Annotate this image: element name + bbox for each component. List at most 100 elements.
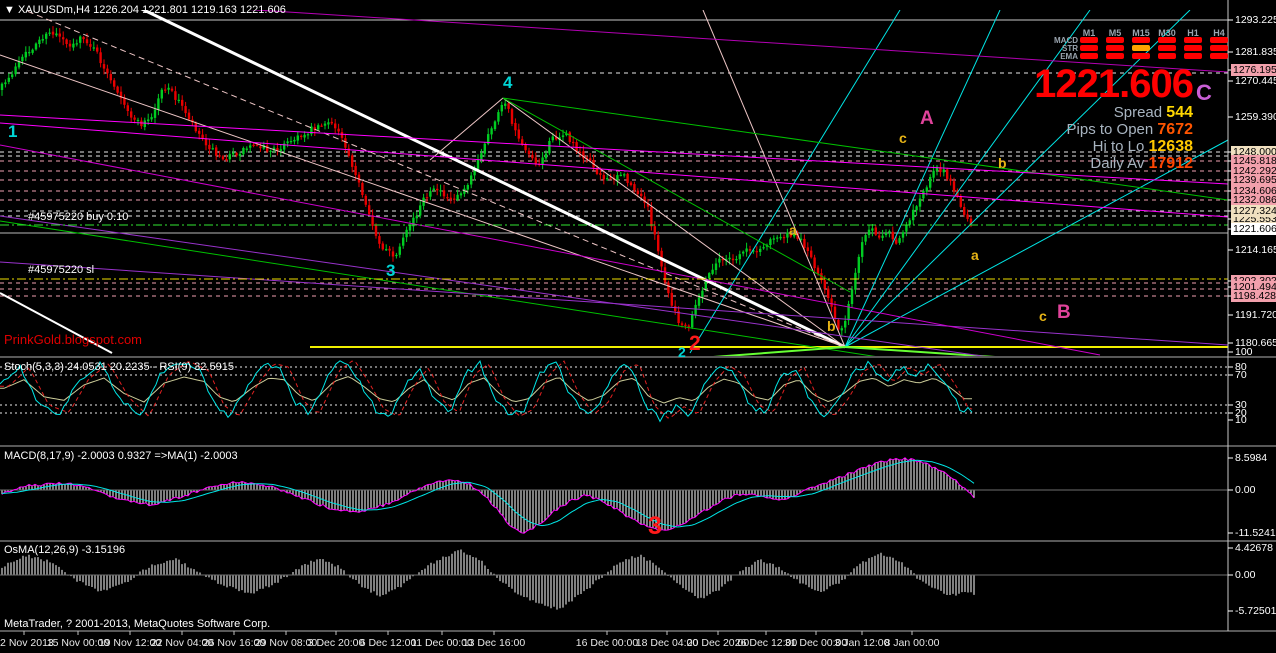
wave-label-a: a <box>789 222 797 238</box>
wave-label-4: 4 <box>503 73 513 92</box>
signal-cell-STR-M30 <box>1158 45 1176 51</box>
stoch-scale-label: 80 <box>1235 361 1247 373</box>
stat-label: Spread <box>1113 104 1167 121</box>
signal-cell-EMA-H4 <box>1210 53 1228 59</box>
signal-cell-STR-H1 <box>1184 45 1202 51</box>
time-axis-label: 16 Dec 00:00 <box>575 637 639 649</box>
symbol-period-label[interactable]: XAUUSDm,H4 <box>17 4 91 16</box>
signal-cell-STR-M1 <box>1080 45 1098 51</box>
stoch-panel <box>0 360 1228 423</box>
timeframe-header-M5[interactable]: M5 <box>1108 28 1122 38</box>
wave-label-b: b <box>998 155 1007 171</box>
price-axis-label: 1214.165 <box>1235 244 1276 256</box>
time-axis-label: 19 Nov 12:00 <box>98 637 162 649</box>
stoch-scale-label: 10 <box>1235 414 1247 426</box>
order-buy-label[interactable]: #45975220 buy 0.10 <box>28 211 129 223</box>
time-axis-label: 20 Dec 20:00 <box>686 637 750 649</box>
signal-cell-STR-M5 <box>1106 45 1124 51</box>
signal-cell-MACD-M15 <box>1132 37 1150 43</box>
wave-label-b: b <box>827 318 836 334</box>
osma-indicator-label: OsMA(12,26,9) -3.15196 <box>4 544 126 556</box>
signal-row-label-MACD: MACD <box>1054 36 1078 45</box>
big-price-display: 1221.606 <box>1034 62 1194 106</box>
time-axis-label: 3 Jan 12:00 <box>834 637 890 649</box>
order-lines[interactable] <box>0 224 1228 280</box>
panel-separators[interactable] <box>0 0 1276 635</box>
chart-title: ▼ XAUUSDm,H4 1226.204 1221.801 1219.163 … <box>4 4 286 16</box>
timeframe-header-H1[interactable]: H1 <box>1187 28 1199 38</box>
stat-value: 17912 <box>1148 155 1194 172</box>
time-axis-label: 18 Dec 04:00 <box>635 637 699 649</box>
wave-label-a: a <box>971 247 979 263</box>
stoch-scale-label: 100 <box>1235 346 1253 358</box>
stoch-indicator-label: Stoch(5,3,3) 24.0531 20.2235 - RSI(9) 32… <box>4 361 234 373</box>
wave-label-B: B <box>1057 302 1071 323</box>
stat-label: Daily Av <box>1090 155 1149 172</box>
price-axis-label: 1293.225 <box>1235 14 1276 26</box>
macd-indicator-label: MACD(8,17,9) -2.0003 0.9327 =>MA(1) -2.0… <box>4 450 238 462</box>
wave-label-c: c <box>899 130 907 146</box>
stat-row-0: Spread 544 <box>1114 104 1193 122</box>
time-axis-label: 26 Nov 16:00 <box>202 637 266 649</box>
signal-cell-MACD-M1 <box>1080 37 1098 43</box>
macd-scale-label: -11.5241 <box>1235 527 1276 539</box>
signal-cell-EMA-M30 <box>1158 53 1176 59</box>
price-axis-label: 1198.428 <box>1231 290 1276 302</box>
price-axis-label: 1232.086 <box>1231 194 1276 206</box>
signal-cell-EMA-M5 <box>1106 53 1124 59</box>
order-sl-label[interactable]: #45975220 sl <box>28 264 95 276</box>
wave-label-A: A <box>920 108 934 129</box>
wave-label-3: 3 <box>386 261 396 280</box>
signal-row-label-STR: STR <box>1062 44 1078 53</box>
wave-label-1: 1 <box>8 122 18 141</box>
price-axis-label: 1239.695 <box>1231 174 1276 186</box>
price-axis-label: 1227.324 <box>1231 205 1276 217</box>
stat-label: Pips to Open <box>1066 121 1158 138</box>
macd-scale-label: 0.00 <box>1235 484 1256 496</box>
timeframe-header-H4[interactable]: H4 <box>1213 28 1225 38</box>
signal-cell-MACD-M30 <box>1158 37 1176 43</box>
time-axis-label: 15 Nov 00:00 <box>46 637 110 649</box>
price-axis-label: 1180.665 <box>1235 337 1276 349</box>
stat-row-2: Hi to Lo 12638 <box>1093 138 1193 156</box>
timeframe-header-M1[interactable]: M1 <box>1082 28 1096 38</box>
signal-cell-EMA-H1 <box>1184 53 1202 59</box>
stat-row-3: Daily Av 17912 <box>1090 155 1193 173</box>
signal-cell-STR-H4 <box>1210 45 1228 51</box>
stat-value: 12638 <box>1148 138 1194 155</box>
macd-histogram <box>0 457 1228 534</box>
timeframe-header-M15[interactable]: M15 <box>1132 28 1150 38</box>
signal-row-label-EMA: EMA <box>1060 52 1078 61</box>
stat-label: Hi to Lo <box>1092 138 1149 155</box>
osma-scale-label: 0.00 <box>1235 569 1256 581</box>
time-axis-label: 26 Dec 12:00 <box>734 637 798 649</box>
signal-cell-EMA-M15 <box>1132 53 1150 59</box>
signal-cell-STR-M15 <box>1132 45 1150 51</box>
time-axis-label: 8 Jan 00:00 <box>884 637 940 649</box>
timeframe-header-M30[interactable]: M30 <box>1158 28 1176 38</box>
time-axis-label: 22 Nov 04:00 <box>150 637 214 649</box>
signal-cell-MACD-H4 <box>1210 37 1228 43</box>
stoch-scale-label: 20 <box>1235 407 1247 419</box>
stat-row-1: Pips to Open 7672 <box>1067 121 1193 139</box>
signal-cell-MACD-M5 <box>1106 37 1124 43</box>
price-axis-label: 1270.445 <box>1235 75 1276 87</box>
time-axis-label: 11 Dec 00:00 <box>411 637 473 649</box>
price-axis-label: 1221.606 <box>1231 223 1276 235</box>
price-axis-label: 1281.835 <box>1235 46 1276 58</box>
trendlines[interactable] <box>0 0 1228 360</box>
price-axis-label: 1245.818 <box>1231 155 1276 167</box>
macd-scale-label: 8.5984 <box>1235 452 1268 464</box>
wave-label-c: c <box>1039 308 1047 324</box>
wave-label-2: 2 <box>678 344 686 360</box>
symbol-dropdown-icon: ▼ <box>4 4 15 16</box>
time-axis-label: 3 Dec 20:00 <box>307 637 365 649</box>
time-axis-label: 6 Dec 12:00 <box>359 637 417 649</box>
copyright-text: MetaTrader, ? 2001-2013, MetaQuotes Soft… <box>4 618 271 630</box>
stoch-scale-label: 30 <box>1235 399 1247 411</box>
price-levels <box>0 19 1228 348</box>
wave-label-3: 3 <box>648 512 662 540</box>
wave-label-C: C <box>1196 80 1212 105</box>
